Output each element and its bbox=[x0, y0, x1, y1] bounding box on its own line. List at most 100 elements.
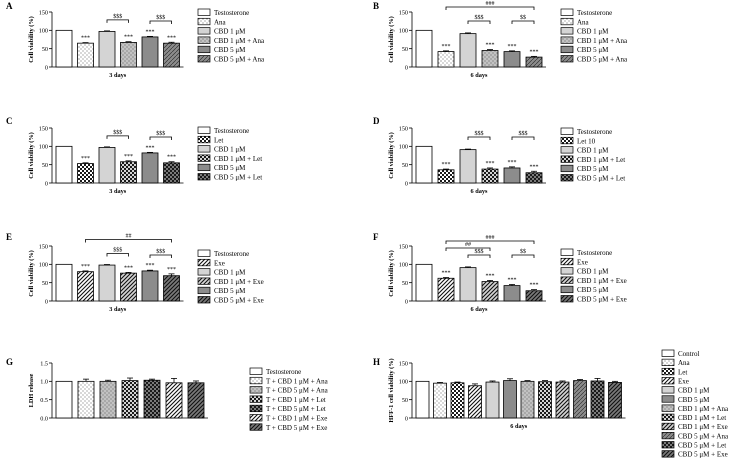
chart-c: C 0 50 100 150 Cell viability (%) 3 days *** ***… bbox=[6, 116, 262, 195]
bar bbox=[555, 381, 570, 419]
legend-swatch bbox=[197, 286, 211, 295]
legend-label: CBD 5 μM + Exe bbox=[678, 451, 728, 459]
bracket-label: $$$ bbox=[475, 14, 484, 21]
y-tick-label: 0 bbox=[405, 298, 408, 305]
bar bbox=[437, 277, 455, 302]
legend-label: CBD 5 μM + Ana bbox=[214, 56, 265, 64]
bar bbox=[437, 169, 455, 184]
panel-label: G bbox=[6, 357, 13, 367]
bracket-label: $$ bbox=[520, 248, 526, 255]
bar bbox=[77, 163, 94, 184]
comparison-bracket bbox=[445, 247, 491, 251]
significance-label: *** bbox=[167, 155, 176, 161]
legend-swatch bbox=[197, 17, 211, 26]
legend-label: T + CBD 5 μM + Ana bbox=[266, 387, 329, 395]
bar bbox=[55, 145, 73, 184]
bar bbox=[141, 270, 159, 302]
legend-swatch bbox=[197, 277, 211, 285]
chart-h: H 0 50 100 150 HFF-1 cell viability (%) 6 days… bbox=[373, 349, 729, 459]
legend-label: Control bbox=[678, 350, 699, 358]
y-tick-label: 1.0 bbox=[40, 379, 48, 386]
legend-swatch bbox=[197, 249, 211, 257]
legend-label: CBD 5 μM + Ana bbox=[577, 56, 628, 64]
legend-label: CBD 5 μM bbox=[214, 46, 246, 54]
y-axis-label: Cell viability (%) bbox=[28, 250, 35, 297]
bar bbox=[485, 381, 500, 419]
significance-label: *** bbox=[81, 156, 90, 162]
legend-label: CBD 5 μM bbox=[214, 164, 246, 172]
bar bbox=[503, 285, 521, 302]
legend-label: CBD 1 μM bbox=[577, 147, 609, 155]
y-tick-label: 150 bbox=[39, 125, 48, 132]
bar bbox=[590, 380, 605, 419]
legend-swatch bbox=[560, 146, 574, 154]
y-axis-label: LDH release bbox=[28, 373, 35, 407]
bracket-label: $$$ bbox=[475, 248, 484, 255]
x-axis-label: 6 days bbox=[510, 423, 528, 430]
x-axis-label: 6 days bbox=[471, 72, 489, 79]
legend-label: T + CBD 5 μM + Let bbox=[266, 405, 326, 413]
legend-swatch bbox=[661, 358, 675, 366]
bar bbox=[141, 36, 159, 68]
legend-swatch bbox=[560, 55, 574, 63]
significance-label: *** bbox=[124, 265, 133, 271]
bracket-label: $$$ bbox=[156, 14, 165, 21]
legend-swatch bbox=[661, 441, 675, 449]
comparison-bracket bbox=[106, 253, 129, 257]
legend-swatch bbox=[197, 154, 211, 162]
legend-swatch bbox=[560, 27, 574, 35]
bar bbox=[520, 380, 535, 419]
panel-label: D bbox=[373, 116, 380, 126]
bar bbox=[415, 380, 430, 419]
legend-label: CBD 1 μM + Ana bbox=[678, 405, 729, 413]
y-tick-label: 150 bbox=[399, 243, 408, 250]
legend-swatch bbox=[249, 395, 263, 403]
bar bbox=[525, 290, 543, 302]
legend-swatch bbox=[661, 367, 675, 376]
bar bbox=[120, 272, 137, 302]
comparison-bracket bbox=[149, 254, 172, 258]
significance-label: *** bbox=[124, 154, 133, 160]
legend-swatch bbox=[661, 386, 675, 394]
significance-label: *** bbox=[167, 35, 176, 41]
bar bbox=[503, 380, 517, 419]
bar bbox=[143, 379, 161, 419]
y-tick-label: 50 bbox=[42, 162, 48, 169]
bar bbox=[55, 263, 73, 302]
bar bbox=[187, 382, 205, 419]
comparison-bracket bbox=[445, 240, 535, 244]
y-tick-label: 0 bbox=[45, 180, 48, 187]
bar bbox=[433, 382, 447, 419]
bar bbox=[525, 56, 543, 68]
bar bbox=[437, 51, 455, 68]
legend-swatch bbox=[560, 257, 574, 266]
legend-label: CBD 1 μM + Ana bbox=[577, 37, 628, 45]
legend-swatch bbox=[560, 136, 574, 145]
bracket-label: $$$ bbox=[113, 247, 122, 254]
significance-label: *** bbox=[167, 267, 176, 273]
legend-swatch bbox=[661, 377, 675, 385]
significance-label: *** bbox=[508, 160, 517, 166]
x-axis-label: 3 days bbox=[109, 188, 127, 195]
legend-label: CBD 1 μM + Let bbox=[678, 414, 726, 422]
bar bbox=[415, 263, 433, 302]
legend-label: CBD 5 μM + Let bbox=[577, 175, 625, 183]
legend-swatch bbox=[249, 423, 263, 431]
chart-f: F 0 50 100 150 Cell viability (%) 6 days *** ***… bbox=[373, 232, 627, 313]
legend-swatch bbox=[560, 267, 574, 275]
bar bbox=[608, 382, 622, 419]
legend-swatch bbox=[197, 163, 211, 172]
y-tick-label: 1.5 bbox=[40, 360, 48, 367]
panel-label: F bbox=[373, 232, 379, 242]
legend-label: CBD 1 μM bbox=[577, 268, 609, 276]
y-tick-label: 50 bbox=[402, 162, 408, 169]
legend-label: CBD 5 μM + Ana bbox=[678, 432, 729, 440]
y-tick-label: 50 bbox=[42, 280, 48, 287]
panel-label: B bbox=[373, 1, 379, 11]
legend-label: Exe bbox=[577, 258, 588, 266]
legend-label: Exe bbox=[678, 377, 689, 385]
bracket-label: ## bbox=[126, 234, 132, 240]
bar bbox=[77, 271, 94, 302]
bar bbox=[415, 29, 433, 68]
